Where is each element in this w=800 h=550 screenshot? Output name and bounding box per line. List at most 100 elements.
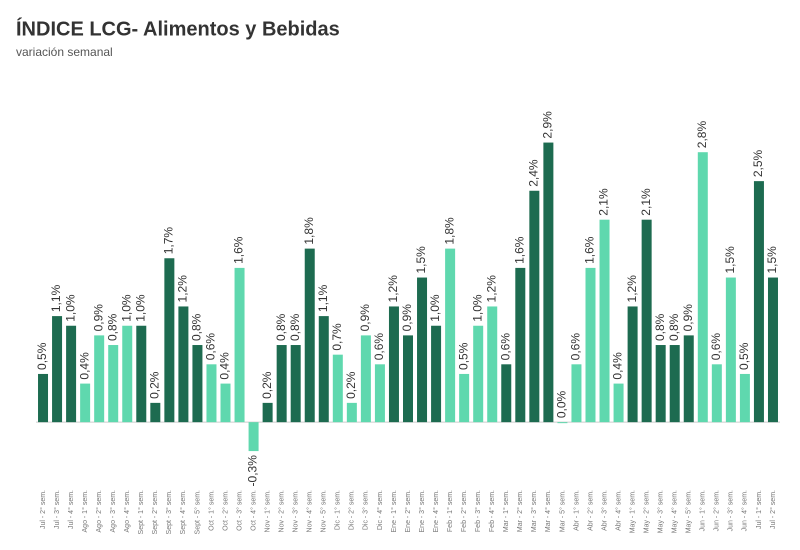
value-label: 1,1% bbox=[49, 284, 63, 312]
value-label: 0,6% bbox=[709, 333, 723, 361]
x-tick-label: May - 4° sem. bbox=[671, 490, 679, 533]
bar bbox=[234, 267, 245, 423]
value-label: 0,2% bbox=[260, 371, 274, 399]
value-label: 1,0% bbox=[133, 294, 147, 322]
bar bbox=[360, 335, 371, 423]
bar bbox=[346, 402, 357, 423]
x-tick-label: Sept - 2° sem. bbox=[151, 490, 159, 534]
value-label: 0,8% bbox=[105, 313, 119, 341]
x-tick-label: Ene - 3° sem. bbox=[418, 490, 426, 533]
x-tick-label: Abr - 1° sem. bbox=[572, 490, 580, 531]
value-label: 0,2% bbox=[147, 371, 161, 399]
bar bbox=[403, 335, 413, 423]
x-tick-label: Sept - 5° sem. bbox=[193, 490, 201, 534]
value-label: 0,9% bbox=[91, 304, 105, 332]
bar bbox=[711, 364, 722, 423]
value-label: 1,5% bbox=[723, 246, 737, 274]
bar bbox=[178, 306, 189, 423]
value-label: 2,1% bbox=[639, 188, 653, 216]
bar bbox=[557, 422, 568, 424]
x-tick-label: Abr - 3° sem. bbox=[600, 490, 608, 531]
x-tick-label: Abr - 2° sem. bbox=[586, 490, 594, 531]
value-label: 0,6% bbox=[498, 333, 512, 361]
value-label: 1,2% bbox=[625, 275, 639, 303]
value-label: 0,6% bbox=[372, 333, 386, 361]
value-label: 2,1% bbox=[597, 188, 611, 216]
x-tick-label: Oct - 3° sem. bbox=[235, 490, 243, 531]
bar bbox=[753, 181, 764, 423]
x-tick-label: Jul - 2° sem. bbox=[769, 490, 777, 529]
value-label: 0,5% bbox=[456, 342, 470, 370]
value-label: 1,5% bbox=[765, 246, 779, 274]
value-label: 1,0% bbox=[119, 294, 133, 322]
bar bbox=[585, 267, 596, 423]
x-tick-label: Abr - 4° sem. bbox=[614, 490, 622, 531]
x-tick-label: Sept - 3° sem. bbox=[165, 490, 173, 534]
bar bbox=[94, 335, 105, 423]
x-tick-label: Jun - 2° sem. bbox=[713, 490, 721, 531]
bar bbox=[473, 325, 484, 423]
bar bbox=[655, 345, 666, 423]
bar bbox=[683, 335, 694, 423]
x-tick-label: Sept - 1° sem. bbox=[137, 490, 145, 534]
x-tick-label: Feb - 4° sem. bbox=[488, 490, 496, 532]
bar bbox=[739, 373, 750, 423]
x-tick-label: May - 5° sem. bbox=[685, 490, 693, 533]
value-label: 0,7% bbox=[330, 323, 344, 351]
x-tick-label: Dic - 1° sem. bbox=[334, 490, 342, 530]
value-label: 0,6% bbox=[204, 333, 218, 361]
x-tick-label: Nov - 2° sem. bbox=[278, 490, 286, 533]
value-label: 2,9% bbox=[541, 111, 555, 139]
x-tick-label: May - 1° sem. bbox=[628, 490, 636, 533]
x-tick-label: Mar - 2° sem. bbox=[516, 490, 524, 532]
x-tick-label: Ago - 4° sem. bbox=[123, 490, 131, 533]
x-tick-label: May - 2° sem. bbox=[642, 490, 650, 533]
value-label: 0,9% bbox=[400, 304, 414, 332]
value-label: 0,8% bbox=[653, 313, 667, 341]
x-tick-label: Dic - 3° sem. bbox=[362, 490, 370, 530]
value-label: -0,3% bbox=[246, 455, 260, 487]
x-tick-label: Oct - 1° sem. bbox=[207, 490, 215, 531]
x-tick-label: Jul - 4° sem. bbox=[67, 490, 75, 529]
bar bbox=[52, 316, 63, 423]
chart-subtitle: variación semanal bbox=[16, 45, 113, 59]
x-tick-label: Ene - 2° sem. bbox=[404, 490, 412, 533]
x-tick-label: Ene - 4° sem. bbox=[432, 490, 440, 533]
x-tick-label: Ago - 1° sem. bbox=[81, 490, 89, 533]
bar bbox=[515, 267, 526, 423]
value-label: 0,9% bbox=[681, 304, 695, 332]
x-tick-label: Ago - 2° sem. bbox=[95, 490, 103, 533]
bar bbox=[543, 142, 554, 423]
value-label: 1,7% bbox=[162, 227, 176, 255]
value-label: 2,5% bbox=[751, 149, 765, 177]
x-tick-label: Sept - 4° sem. bbox=[179, 490, 187, 534]
bar bbox=[304, 248, 315, 423]
x-tick-label: Mar - 1° sem. bbox=[502, 490, 510, 532]
value-label: 0,6% bbox=[569, 333, 583, 361]
bar bbox=[641, 219, 652, 423]
x-tick-label: Nov - 5° sem. bbox=[320, 490, 328, 533]
x-tick-label: Dic - 4° sem. bbox=[376, 490, 384, 530]
value-label: 0,8% bbox=[288, 313, 302, 341]
value-label: 1,2% bbox=[176, 275, 190, 303]
bar bbox=[220, 383, 231, 423]
x-tick-label: Jul - 1° sem. bbox=[755, 490, 763, 529]
bar bbox=[599, 219, 610, 423]
bar bbox=[459, 373, 470, 423]
value-label: 1,0% bbox=[470, 294, 484, 322]
value-label: 0,4% bbox=[77, 352, 91, 380]
value-label: 1,0% bbox=[63, 294, 77, 322]
bar bbox=[108, 345, 119, 423]
value-label: 1,6% bbox=[232, 236, 246, 264]
value-label: 2,4% bbox=[527, 159, 541, 187]
bar bbox=[388, 306, 399, 423]
bar bbox=[136, 325, 147, 423]
x-tick-label: Jun - 1° sem. bbox=[699, 490, 707, 531]
bar bbox=[571, 364, 582, 423]
bar bbox=[248, 422, 259, 452]
bar bbox=[445, 248, 456, 423]
bar bbox=[417, 277, 428, 423]
value-label: 1,5% bbox=[414, 246, 428, 274]
chart-title: ÍNDICE LCG- Alimentos y Bebidas bbox=[16, 17, 340, 40]
x-tick-label: Mar - 5° sem. bbox=[558, 490, 566, 532]
